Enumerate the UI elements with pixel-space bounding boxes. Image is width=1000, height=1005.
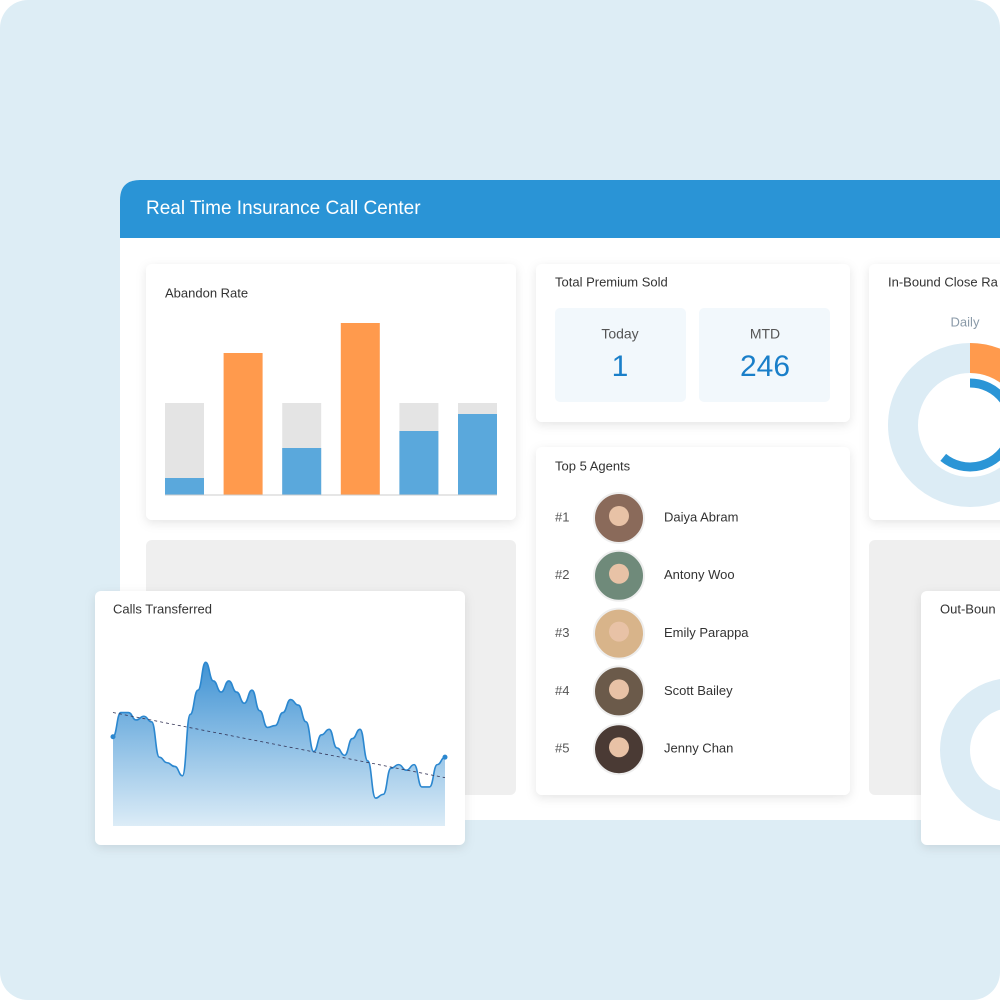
card-title: Total Premium Sold: [555, 274, 668, 289]
subtitle: Daily: [951, 314, 980, 329]
bar: [399, 431, 439, 495]
header-bar: [120, 180, 1000, 238]
donut-track: [940, 678, 1000, 822]
trend-line: [112, 712, 446, 779]
donut-segment: [969, 343, 1000, 426]
stat-value: 1: [612, 350, 629, 383]
card-title: Calls Transferred: [113, 601, 212, 616]
agent-rank: #1: [555, 509, 569, 524]
avatar-face: [609, 679, 629, 700]
avatar-face: [609, 737, 629, 758]
end-dot: [110, 734, 116, 740]
bar: [458, 414, 497, 495]
agent-name: Emily Parappa: [664, 625, 749, 640]
agent-name: Jenny Chan: [664, 741, 733, 756]
avatar-face: [609, 621, 629, 642]
stat-value: 246: [740, 350, 790, 383]
avatar-face: [609, 563, 629, 584]
agent-name: Daiya Abram: [664, 509, 738, 524]
stat-box: [699, 308, 830, 402]
stat-label: Today: [601, 326, 638, 342]
bar: [340, 323, 380, 495]
card-title: In-Bound Close Ra: [888, 274, 999, 289]
bar: [165, 478, 204, 495]
stat-label: MTD: [750, 326, 780, 342]
bar: [282, 448, 322, 495]
agent-name: Antony Woo: [664, 567, 735, 582]
agent-name: Scott Bailey: [664, 683, 733, 698]
end-dot: [442, 754, 448, 760]
donut-segment: [940, 378, 1000, 472]
agent-rank: #5: [555, 741, 569, 756]
line: [112, 661, 446, 799]
area: [113, 662, 445, 826]
card-title: Top 5 Agents: [555, 458, 631, 473]
avatar-face: [609, 506, 629, 526]
header-title: Real Time Insurance Call Center: [146, 198, 421, 219]
agent-rank: #2: [555, 567, 569, 582]
stat-box: [555, 308, 686, 402]
agent-rank: #4: [555, 683, 569, 698]
bar: [223, 353, 263, 495]
card-title: Abandon Rate: [165, 285, 248, 300]
agent-rank: #3: [555, 625, 569, 640]
card-title: Out-Boun: [940, 601, 996, 616]
